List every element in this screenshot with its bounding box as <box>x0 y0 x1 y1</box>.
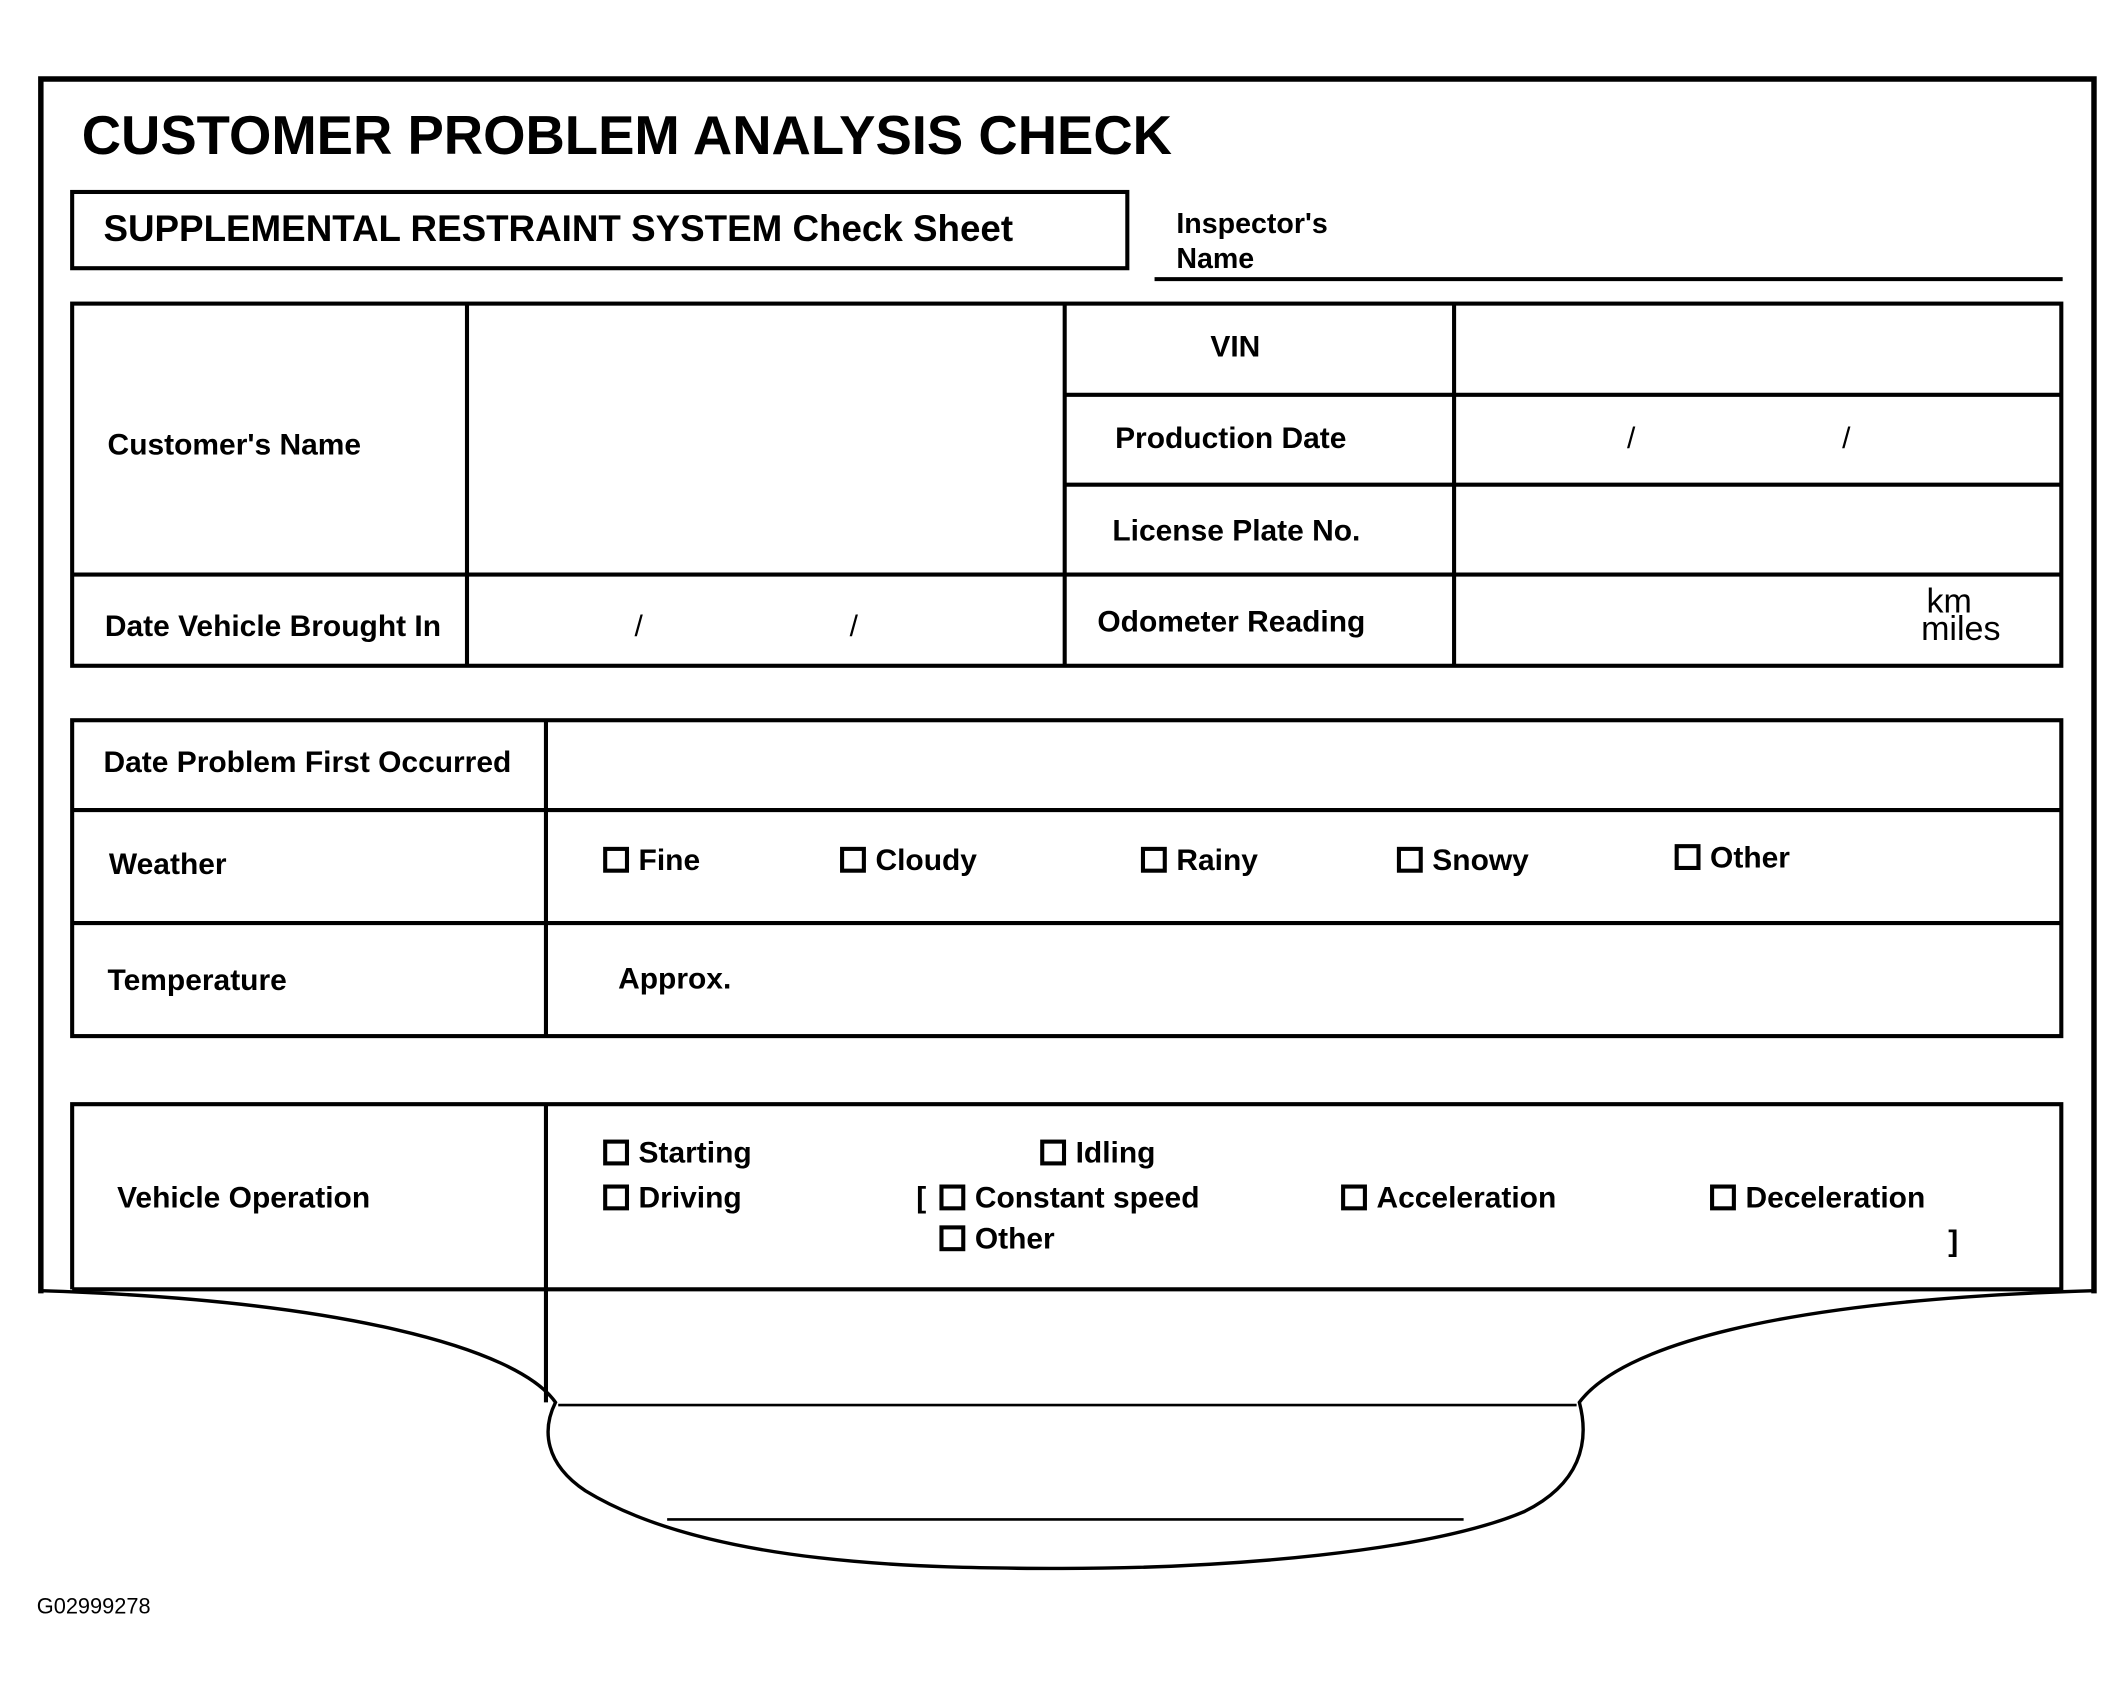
weather-fine-label: Fine <box>638 842 701 877</box>
temperature-label: Temperature <box>107 962 287 997</box>
operation-constant-speed-label: Constant speed <box>974 1180 1200 1215</box>
weather-label: Weather <box>108 846 227 881</box>
inspector-label-line2: Name <box>1176 243 1255 276</box>
date-first-occurred-label: Date Problem First Occurred <box>103 744 512 779</box>
date-brought-in-field[interactable] <box>471 579 1061 662</box>
customer-name-label: Customer's Name <box>107 427 362 462</box>
operation-starting-checkbox[interactable] <box>603 1139 630 1166</box>
date-separator: / <box>1626 420 1636 455</box>
weather-rainy-checkbox[interactable] <box>1140 846 1167 873</box>
operation-acceleration-checkbox[interactable] <box>1341 1184 1367 1211</box>
weather-snowy-label: Snowy <box>1432 842 1529 877</box>
production-date-label: Production Date <box>1115 420 1347 455</box>
date-separator: / <box>1842 420 1851 455</box>
operation-starting-label: Starting <box>638 1135 752 1170</box>
vin-label: VIN <box>1210 329 1261 364</box>
temperature-approx: Approx. <box>618 961 732 996</box>
date-separator: / <box>849 608 858 643</box>
bracket-open: [ <box>916 1180 927 1215</box>
unit-km: km <box>1926 582 1972 621</box>
operation-deceleration-checkbox[interactable] <box>1710 1184 1736 1211</box>
weather-other-label: Other <box>1710 840 1790 875</box>
outer-frame <box>38 76 2097 1294</box>
vin-field[interactable] <box>1458 308 2057 392</box>
license-plate-field[interactable] <box>1458 489 2057 572</box>
weather-fine-checkbox[interactable] <box>603 846 630 873</box>
page-title: CUSTOMER PROBLEM ANALYSIS CHECK <box>81 106 1173 167</box>
subtitle: SUPPLEMENTAL RESTRAINT SYSTEM Check Shee… <box>103 208 1014 250</box>
production-date-field[interactable] <box>1458 399 2057 482</box>
cutoff-curve <box>40 1289 2095 1571</box>
operation-driving-checkbox[interactable] <box>603 1184 630 1211</box>
inspector-label-line1: Inspector's <box>1176 208 1328 240</box>
odometer-label: Odometer Reading <box>1097 604 1366 639</box>
figure-id: G02999278 <box>36 1595 151 1619</box>
operation-idling-checkbox[interactable] <box>1040 1139 1067 1166</box>
customer-name-field[interactable] <box>471 308 1061 572</box>
date-separator: / <box>634 608 643 643</box>
operation-deceleration-label: Deceleration <box>1745 1180 1926 1215</box>
temperature-field[interactable] <box>762 927 2055 1032</box>
weather-cloudy-label: Cloudy <box>875 842 977 877</box>
weather-snowy-checkbox[interactable] <box>1396 846 1423 873</box>
unit-miles: miles <box>1921 609 2001 649</box>
inspector-label: Inspector's Name <box>1176 207 1327 278</box>
date-brought-in-label: Date Vehicle Brought In <box>104 608 442 643</box>
vehicle-operation-label: Vehicle Operation <box>117 1180 371 1215</box>
operation-other-label: Other <box>974 1221 1055 1256</box>
date-first-occurred-field[interactable] <box>550 724 2057 807</box>
inspector-name-field[interactable] <box>1348 218 2056 272</box>
operation-idling-label: Idling <box>1075 1135 1156 1170</box>
bracket-close: ] <box>1948 1223 1959 1259</box>
conditions-table <box>70 718 2064 1039</box>
operation-other-checkbox[interactable] <box>939 1225 966 1252</box>
weather-rainy-label: Rainy <box>1176 842 1258 877</box>
subtitle-box <box>70 189 1130 271</box>
weather-other-checkbox[interactable] <box>1674 844 1701 870</box>
odometer-field[interactable] <box>1458 579 1907 662</box>
operation-table <box>70 1102 2064 1292</box>
weather-cloudy-checkbox[interactable] <box>840 846 866 873</box>
operation-acceleration-label: Acceleration <box>1376 1180 1557 1215</box>
operation-constant-speed-checkbox[interactable] <box>939 1184 966 1211</box>
operation-driving-label: Driving <box>638 1180 742 1215</box>
license-plate-label: License Plate No. <box>1112 513 1361 548</box>
